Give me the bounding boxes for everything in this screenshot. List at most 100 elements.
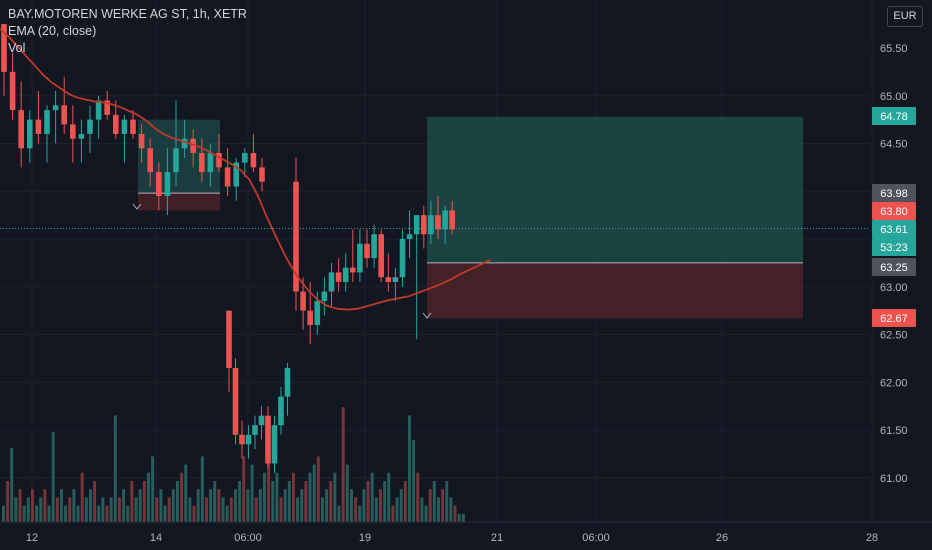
candle-body	[224, 167, 231, 187]
volume-bar	[89, 489, 92, 522]
volume-bar	[171, 489, 175, 522]
candle-body	[164, 172, 171, 197]
volume-bar	[213, 481, 217, 522]
price-badge-prev-close	[872, 202, 916, 220]
volume-bar	[134, 497, 138, 522]
volume-bar	[238, 481, 242, 522]
volume-bar	[437, 497, 440, 522]
volume-bar	[292, 472, 295, 522]
time-axis[interactable]: 12 14 06:00 19 21 06:00 26 28	[0, 521, 932, 544]
volume-bar	[399, 489, 403, 522]
price-tick-label: 65.00	[880, 91, 908, 103]
volume-bar	[147, 472, 150, 522]
currency-button[interactable]: EUR	[887, 6, 923, 27]
candle-body	[364, 243, 370, 259]
candle-body	[78, 133, 85, 139]
price-tick-label: 63.00	[880, 282, 908, 294]
volume-bar	[64, 505, 68, 522]
arrow-down-icon	[422, 312, 432, 319]
volume-indicator-label[interactable]: Vol	[8, 41, 26, 55]
volume-bar	[39, 497, 43, 522]
candle-body	[278, 396, 284, 426]
candle-body	[181, 138, 188, 149]
volume-bar	[246, 489, 250, 522]
volume-bar	[31, 489, 34, 522]
candle-body	[233, 162, 239, 187]
candle-body	[1, 24, 7, 72]
candle-body	[392, 277, 399, 282]
ema-line	[0, 28, 491, 311]
volume-bar	[362, 489, 366, 522]
candle-body	[199, 153, 205, 173]
candle-body	[35, 119, 42, 134]
candles	[1, 24, 455, 473]
price-badge-bar-countdown	[872, 238, 916, 256]
candle-body	[245, 434, 252, 445]
candle-body	[226, 310, 232, 368]
volume-bar	[263, 472, 266, 522]
price-badge-last-price	[872, 220, 916, 238]
candle-body	[328, 272, 335, 292]
volume-bar	[345, 464, 349, 522]
volume-bar	[14, 497, 18, 522]
symbol-title[interactable]: BAY.MOTOREN WERKE AG ST, 1h, XETR	[8, 7, 247, 21]
volume-bar	[109, 497, 113, 522]
volume-bar	[55, 497, 59, 522]
candle-body	[300, 291, 306, 311]
candle-body	[52, 105, 59, 111]
price-tick-label: 62.00	[880, 377, 908, 389]
ema-indicator-label[interactable]: EMA (20, close)	[8, 24, 97, 38]
volume-bar	[279, 497, 283, 522]
candle-body	[207, 153, 214, 173]
candle-body	[385, 277, 392, 282]
time-tick-label: 19	[359, 532, 371, 544]
volume-bar	[445, 481, 449, 522]
volume-bar	[461, 513, 465, 522]
volume-bar	[316, 456, 320, 522]
volume-bar	[383, 481, 387, 522]
volume-bar	[341, 407, 345, 522]
highlight-loss-box	[138, 193, 220, 211]
volume-bar	[395, 497, 399, 522]
volume-bar	[118, 497, 121, 522]
volume-bar	[72, 489, 76, 522]
candle-body	[61, 105, 67, 125]
volume-bar	[258, 489, 262, 522]
candle-body	[321, 291, 328, 302]
volume-bar	[205, 497, 208, 522]
candle-body	[307, 310, 313, 325]
position-tool[interactable]	[132, 116, 803, 319]
price-badge-label: 64.78	[880, 111, 908, 123]
candle-body	[113, 114, 119, 134]
candle-body	[259, 167, 265, 182]
volume-bar	[296, 497, 300, 522]
volume-bar	[60, 489, 63, 522]
volume-bar	[254, 497, 258, 522]
price-tick-label: 62.50	[880, 330, 908, 342]
time-tick-label: 06:00	[234, 532, 262, 544]
volume-bar	[354, 497, 358, 522]
price-tick-label: 65.50	[880, 43, 908, 55]
candle-body	[428, 215, 434, 235]
volume-bar	[84, 497, 88, 522]
volume-bar	[229, 497, 233, 522]
candle-body	[399, 239, 406, 278]
ema-path	[0, 28, 491, 311]
volume-bar	[80, 472, 84, 522]
volume-bar	[225, 505, 229, 522]
candle-body	[87, 119, 93, 134]
volume-bar	[22, 505, 26, 522]
volume-bar	[329, 481, 333, 522]
volume-bar	[449, 497, 453, 522]
price-badge-stop-loss	[872, 309, 916, 327]
candle-body	[138, 133, 145, 149]
candle-body	[350, 267, 356, 273]
volume-bar	[308, 472, 312, 522]
volume-bar	[379, 489, 382, 522]
volume-bar	[221, 497, 225, 522]
volume-bar	[391, 505, 395, 522]
time-tick-label: 12	[26, 532, 38, 544]
price-badge-label: 63.25	[880, 262, 908, 274]
candle-body	[156, 172, 162, 197]
